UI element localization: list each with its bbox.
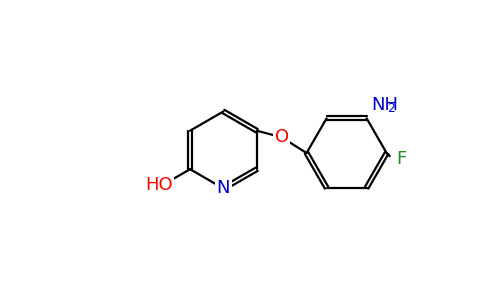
Text: N: N (217, 179, 230, 197)
Text: HO: HO (145, 176, 173, 194)
Text: F: F (396, 150, 406, 168)
Text: NH: NH (371, 96, 398, 114)
Text: 2: 2 (387, 102, 395, 115)
Text: O: O (274, 128, 289, 146)
